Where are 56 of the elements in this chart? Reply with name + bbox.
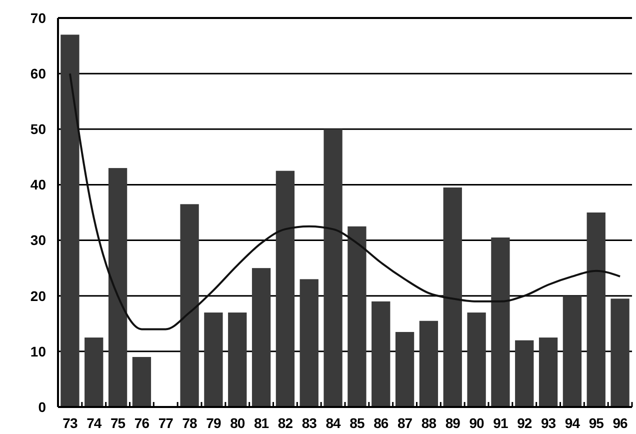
x-tick-label: 74	[86, 415, 102, 431]
bar	[228, 312, 247, 407]
bar	[84, 338, 104, 407]
bar	[132, 356, 152, 407]
x-tick-label: 84	[326, 415, 342, 431]
y-tick-label: 10	[30, 343, 46, 360]
bar	[443, 187, 462, 407]
x-tick-label: 76	[134, 415, 150, 431]
x-tick-label: 78	[182, 415, 198, 431]
bar	[515, 340, 534, 407]
x-tick-label: 92	[517, 415, 532, 431]
bar	[108, 168, 128, 407]
bar	[60, 34, 80, 407]
x-tick-label: 77	[158, 415, 174, 431]
x-tick-label: 93	[541, 415, 556, 431]
x-tick-label: 94	[564, 415, 580, 431]
bar	[562, 296, 582, 407]
bar	[610, 298, 630, 407]
x-tick-label: 89	[445, 415, 461, 431]
bar	[324, 129, 342, 407]
x-tick-label: 88	[421, 415, 437, 431]
bar	[252, 268, 271, 407]
x-tick-label: 73	[62, 415, 78, 431]
x-tick-label: 81	[254, 415, 270, 431]
x-tick-label: 79	[206, 415, 222, 431]
x-tick-label: 82	[278, 415, 294, 431]
x-tick-label: 96	[612, 415, 628, 431]
y-tick-label: 40	[30, 176, 46, 193]
bar	[204, 312, 223, 407]
x-tick-label: 95	[588, 415, 604, 431]
bar	[276, 170, 295, 407]
bar	[372, 301, 390, 407]
x-tick-label: 87	[398, 415, 413, 431]
bar	[467, 312, 486, 407]
y-tick-label: 70	[30, 10, 46, 26]
x-tick-label: 91	[493, 415, 508, 431]
bar	[300, 279, 318, 407]
y-tick-label: 0	[38, 398, 46, 415]
x-tick-label: 90	[469, 415, 485, 431]
x-tick-label: 75	[110, 415, 126, 431]
y-tick-label: 20	[30, 288, 46, 304]
bar	[395, 332, 414, 407]
y-tick-label: 30	[30, 232, 46, 248]
x-tick-label: 86	[374, 415, 389, 431]
bar	[348, 226, 366, 407]
x-tick-label: 83	[302, 415, 318, 431]
bar	[586, 212, 606, 407]
y-tick-label: 60	[30, 65, 46, 82]
x-tick-label: 80	[230, 415, 246, 431]
y-tick-label: 50	[30, 121, 46, 138]
line-series	[68, 72, 622, 330]
bar	[180, 204, 199, 407]
bar	[538, 338, 558, 407]
x-tick-label: 85	[350, 415, 365, 431]
bar	[491, 238, 510, 407]
bar	[419, 320, 438, 407]
